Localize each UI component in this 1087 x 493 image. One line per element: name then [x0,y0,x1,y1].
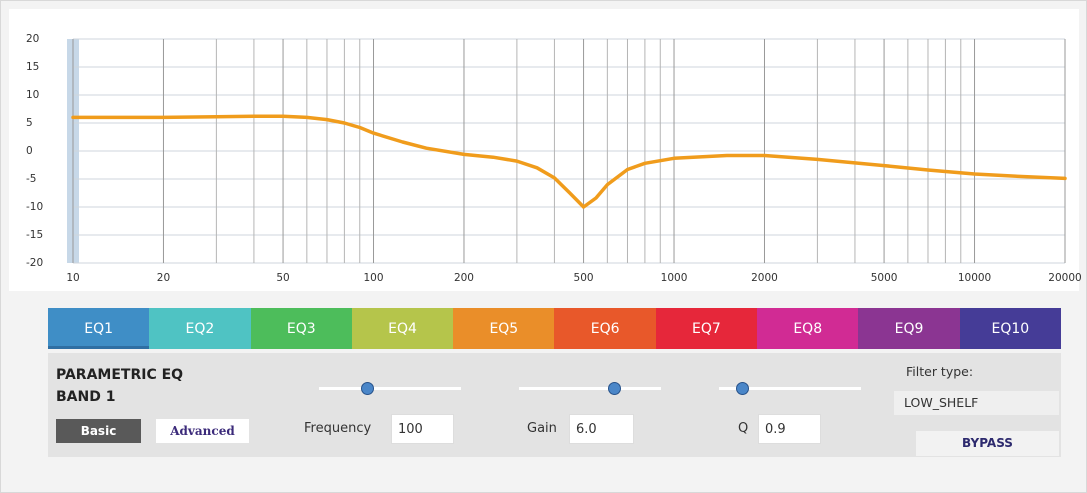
gain-input[interactable]: 6.0 [569,414,634,444]
y-tick-label: 15 [26,61,39,73]
x-tick-label: 10000 [958,272,991,284]
gain-slider[interactable] [519,382,661,395]
eq-tab[interactable]: EQ9 [858,308,960,349]
y-tick-label: -10 [26,201,43,213]
x-tick-label: 200 [454,272,474,284]
eq-tab[interactable]: EQ6 [554,308,656,349]
slider-knob[interactable] [361,382,374,395]
q-label: Q [738,421,749,436]
eq-tab[interactable]: EQ5 [453,308,555,349]
slider-knob[interactable] [608,382,621,395]
plot-panel [9,9,1079,291]
y-tick-label: -20 [26,257,43,269]
eq-tab[interactable]: EQ3 [250,308,352,349]
response-curve [71,114,1067,209]
panel-title: PARAMETRIC EQ [56,367,184,383]
eq-tab[interactable]: EQ8 [757,308,859,349]
frequency-slider[interactable] [319,382,461,395]
q-input[interactable]: 0.9 [758,414,821,444]
y-tick-label: -15 [26,229,43,241]
slider-knob[interactable] [736,382,749,395]
x-tick-label: 2000 [751,272,778,284]
y-tick-label: 0 [26,145,33,157]
y-tick-label: 10 [26,89,39,101]
eq-tab[interactable]: EQ2 [149,308,251,349]
y-tick-label: 5 [26,117,33,129]
x-tick-label: 500 [574,272,594,284]
x-tick-label: 5000 [871,272,898,284]
q-slider[interactable] [719,382,861,395]
y-tick-label: -5 [26,173,36,185]
x-tick-label: 1000 [661,272,688,284]
eq-tab[interactable]: EQ4 [351,308,454,349]
y-tick-label: 20 [26,33,39,45]
basic-button[interactable]: Basic [56,419,141,443]
gain-label: Gain [527,421,557,436]
x-tick-label: 50 [276,272,289,284]
frequency-label: Frequency [304,421,372,436]
tab-bar: EQ1 EQ2 EQ3 EQ4 EQ5 EQ6 EQ7 EQ8 EQ9 EQ10 [48,308,1061,349]
x-tick-label: 10 [66,272,79,284]
eq-tab[interactable]: EQ7 [655,308,758,349]
x-tick-label: 20 [157,272,170,284]
filter-type-select[interactable]: LOW_SHELF [894,391,1059,415]
band-panel: PARAMETRIC EQ BAND 1 Basic Advanced Freq… [48,353,1061,457]
advanced-button[interactable]: Advanced [156,419,249,443]
x-tick-label: 100 [363,272,383,284]
eq-tab[interactable]: EQ1 [48,308,150,349]
bypass-button[interactable]: BYPASS [916,431,1059,456]
frequency-input[interactable]: 100 [391,414,454,444]
panel-subtitle: BAND 1 [56,389,116,405]
filter-type-label: Filter type: [906,364,974,379]
eq-tab[interactable]: EQ10 [959,308,1061,349]
x-tick-label: 20000 [1048,272,1081,284]
